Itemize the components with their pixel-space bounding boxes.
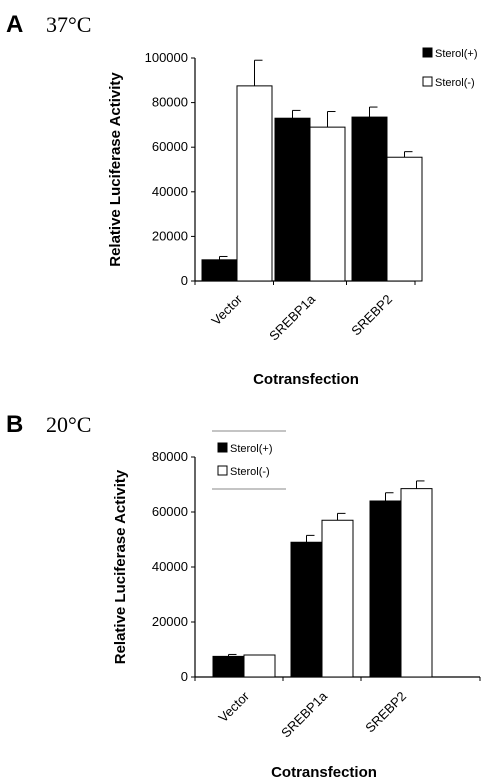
y-tick-label: 60000 xyxy=(152,504,188,519)
bar-sterol-minus xyxy=(309,126,346,282)
bar-sterol-plus xyxy=(369,500,402,678)
legend-swatch xyxy=(422,76,433,87)
y-axis-title: Relative Luciferase Activity xyxy=(112,469,129,664)
bar-sterol-minus xyxy=(243,654,276,678)
category-label: Vector xyxy=(208,291,245,328)
legend: Sterol(+) Sterol(-) xyxy=(212,430,286,490)
y-tick-label: 40000 xyxy=(152,184,188,199)
y-tick-label: 0 xyxy=(181,273,188,288)
x-axis-title: Cotransfection xyxy=(253,371,359,388)
y-tick-label: 20000 xyxy=(152,228,188,243)
legend-label: Sterol(+) xyxy=(435,48,478,60)
y-tick-label: 80000 xyxy=(152,449,188,464)
x-axis-title: Cotransfection xyxy=(271,764,377,781)
category-label: SREBP2 xyxy=(348,292,395,339)
bar-sterol-plus xyxy=(351,116,388,282)
bar-sterol-plus xyxy=(212,655,245,678)
bar-sterol-minus xyxy=(386,156,423,282)
y-axis-title: Relative Luciferase Activity xyxy=(107,72,124,267)
legend: Sterol(+) Sterol(-) xyxy=(422,47,478,89)
legend-swatch xyxy=(217,442,228,453)
legend-swatch xyxy=(422,47,433,58)
category-label: SREBP1a xyxy=(278,688,331,741)
bar-sterol-minus xyxy=(321,519,354,678)
bar-sterol-plus xyxy=(274,117,311,282)
panel-temperature: 37°C xyxy=(46,12,91,37)
y-tick-label: 60000 xyxy=(152,139,188,154)
legend-swatch xyxy=(217,465,228,476)
bar-sterol-plus xyxy=(201,259,238,282)
panel-37c: A 37°C 0 20000 40000 60000 80000 100000 Vector… xyxy=(6,11,478,388)
panel-20c: B 20°C 0 20000 40000 60000 80000 Vector SREBP1… xyxy=(6,411,481,781)
bar-sterol-minus xyxy=(400,488,433,678)
panel-temperature: 20°C xyxy=(46,412,91,437)
category-label: Vector xyxy=(215,688,252,725)
category-label: SREBP2 xyxy=(362,689,409,736)
panel-letter: A xyxy=(6,11,23,38)
category-label: SREBP1a xyxy=(266,291,319,344)
legend-label: Sterol(-) xyxy=(230,466,270,478)
y-tick-label: 20000 xyxy=(152,614,188,629)
bar-sterol-plus xyxy=(290,541,323,678)
y-tick-label: 0 xyxy=(181,669,188,684)
legend-label: Sterol(+) xyxy=(230,443,273,455)
bar-sterol-minus xyxy=(236,85,273,282)
panel-letter: B xyxy=(6,411,23,438)
y-tick-label: 80000 xyxy=(152,95,188,110)
y-tick-label: 40000 xyxy=(152,559,188,574)
legend-label: Sterol(-) xyxy=(435,77,475,89)
y-tick-label: 100000 xyxy=(145,50,188,65)
